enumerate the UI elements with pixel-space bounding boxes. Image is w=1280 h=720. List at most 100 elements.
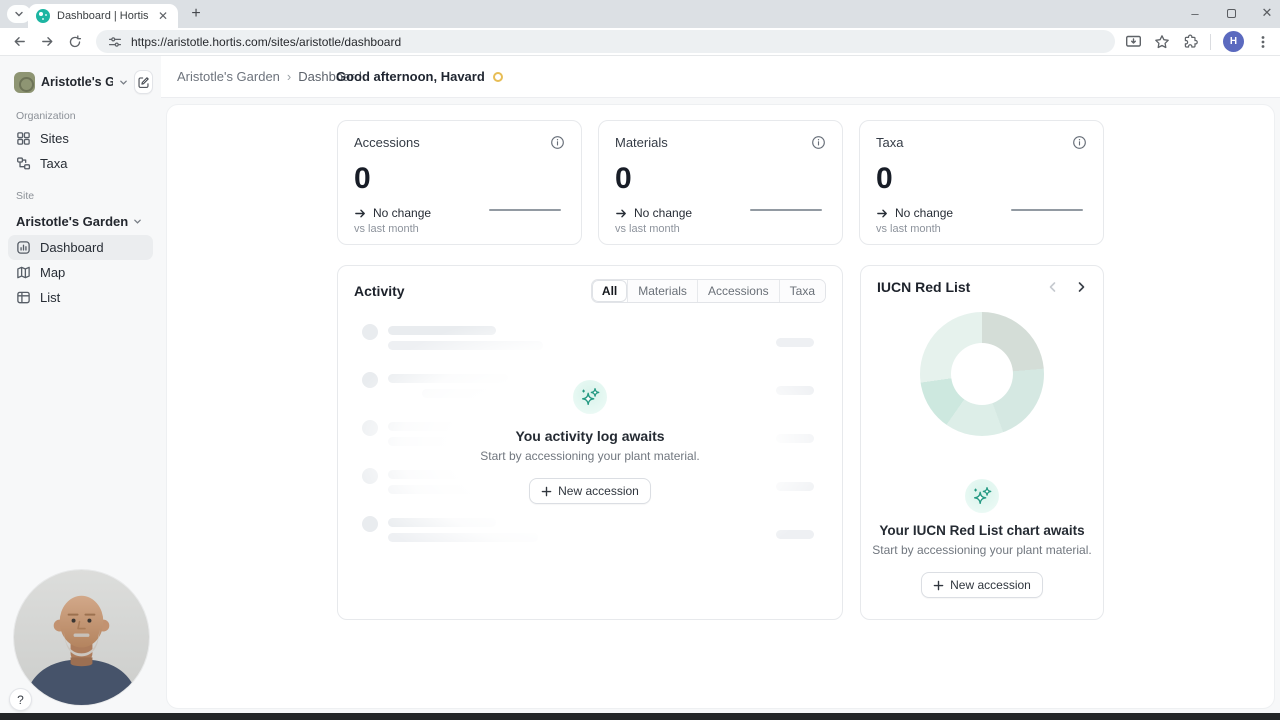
window-minimize-button[interactable]: –: [1191, 5, 1199, 21]
reload-button[interactable]: [64, 31, 86, 53]
activity-empty-title: You activity log awaits: [515, 428, 665, 444]
new-accession-label: New accession: [558, 484, 639, 498]
reload-icon: [69, 34, 82, 47]
filter-taxa[interactable]: Taxa: [778, 280, 825, 302]
sidebar-item-taxa[interactable]: Taxa: [8, 151, 153, 176]
hortis-favicon-icon: [36, 9, 50, 23]
sidebar-item-sites[interactable]: Sites: [8, 126, 153, 151]
iucn-empty-state: Your IUCN Red List chart awaits Start by…: [861, 479, 1103, 598]
stat-card-taxa: Taxa 0 No change vs last month: [859, 120, 1104, 245]
trend-arrow-icon: [616, 209, 626, 217]
chevron-right-icon[interactable]: [1075, 281, 1087, 293]
list-table-icon: [17, 291, 30, 304]
greeting-text: Good afternoon, Havard: [336, 69, 485, 84]
sidebar-item-label: Map: [40, 265, 66, 280]
filter-accessions[interactable]: Accessions: [696, 280, 779, 302]
tab-search-button[interactable]: [7, 5, 31, 23]
site-settings-icon: [108, 36, 122, 47]
stat-card-accessions: Accessions 0 No change vs last month: [337, 120, 582, 245]
sidebar-item-dashboard[interactable]: Dashboard: [8, 235, 153, 260]
new-accession-button[interactable]: New accession: [529, 478, 651, 504]
activity-card: Activity All Materials Accessions Taxa: [337, 265, 843, 620]
sidebar-item-label: Dashboard: [40, 240, 104, 255]
chevron-left-icon[interactable]: [1047, 281, 1059, 293]
window-close-button[interactable]: ✕: [1261, 5, 1273, 20]
chevron-down-icon: [15, 11, 23, 17]
trend-arrow-icon: [355, 209, 365, 217]
maximize-icon: [1226, 8, 1236, 18]
iucn-empty-subtitle: Start by accessioning your plant materia…: [872, 543, 1092, 557]
forward-arrow-icon: [41, 37, 52, 46]
dashboard-chart-icon: [17, 241, 30, 254]
section-label-site: Site: [16, 190, 35, 202]
sidebar-item-label: Sites: [40, 131, 69, 146]
toolbar-actions: H: [1125, 31, 1272, 52]
stat-value: 0: [354, 162, 371, 195]
info-icon[interactable]: [1072, 135, 1087, 150]
new-accession-label: New accession: [950, 578, 1031, 592]
forward-button[interactable]: [36, 31, 58, 53]
new-record-button[interactable]: [134, 70, 153, 94]
extensions-puzzle-icon[interactable]: [1182, 34, 1198, 50]
iucn-title: IUCN Red List: [877, 279, 971, 295]
activity-filter-group: All Materials Accessions Taxa: [590, 279, 826, 303]
activity-title: Activity: [354, 283, 405, 299]
stat-change: No change: [373, 206, 432, 220]
org-switcher[interactable]: Aristotle's Gar...: [0, 68, 161, 96]
new-tab-button[interactable]: +: [191, 5, 201, 22]
sidebar-item-label: Taxa: [40, 156, 68, 171]
browser-profile-avatar[interactable]: H: [1223, 31, 1244, 52]
url-text: https://aristotle.hortis.com/sites/arist…: [131, 34, 402, 49]
hortis-app: Aristotle's Gar... Organization Sites Ta…: [0, 56, 1280, 713]
chevron-down-icon: [120, 80, 128, 85]
site-switcher[interactable]: Aristotle's Garden: [0, 206, 161, 235]
iucn-donut-placeholder: [920, 312, 1044, 436]
install-app-icon[interactable]: [1125, 34, 1142, 50]
taxa-hierarchy-icon: [17, 157, 31, 170]
breadcrumb-page[interactable]: Dashboard: [298, 69, 362, 84]
stat-card-materials: Materials 0 No change vs last month: [598, 120, 843, 245]
toolbar-divider: [1210, 33, 1211, 50]
back-arrow-icon: [14, 37, 25, 46]
user-avatar[interactable]: [14, 570, 149, 705]
back-button[interactable]: [8, 31, 30, 53]
breadcrumb: Aristotle's Garden › Dashboard: [177, 69, 362, 84]
stat-period: vs last month: [354, 223, 419, 235]
user-photo: [14, 570, 149, 705]
activity-empty-state: You activity log awaits Start by accessi…: [338, 380, 842, 504]
address-bar[interactable]: https://aristotle.hortis.com/sites/arist…: [96, 30, 1115, 53]
info-icon[interactable]: [811, 135, 826, 150]
plus-icon: [541, 486, 552, 496]
main-area: Aristotle's Garden › Dashboard Good afte…: [161, 56, 1280, 713]
new-accession-button[interactable]: New accession: [921, 572, 1043, 598]
iucn-nav: [1047, 281, 1087, 293]
iucn-card: IUCN Red List: [860, 265, 1104, 620]
section-label-organization: Organization: [16, 110, 76, 122]
info-icon[interactable]: [550, 135, 565, 150]
sidebar-item-list[interactable]: List: [8, 285, 153, 310]
help-button[interactable]: ?: [9, 688, 32, 711]
sidebar-item-map[interactable]: Map: [8, 260, 153, 285]
greeting: Good afternoon, Havard: [336, 69, 503, 84]
sidebar: Aristotle's Gar... Organization Sites Ta…: [0, 56, 161, 713]
browser-tab[interactable]: Dashboard | Hortis ✕: [28, 4, 178, 28]
window-maximize-button[interactable]: [1224, 6, 1238, 20]
browser-toolbar: https://aristotle.hortis.com/sites/arist…: [0, 28, 1280, 56]
browser-menu-kebab-icon[interactable]: [1256, 34, 1270, 50]
flat-sparkline: [1011, 209, 1083, 211]
window-controls: – ✕: [1188, 0, 1274, 26]
filter-materials[interactable]: Materials: [627, 280, 697, 302]
bookmark-star-icon[interactable]: [1154, 34, 1170, 50]
stat-value: 0: [876, 162, 893, 195]
stat-title: Materials: [615, 135, 668, 150]
stat-period: vs last month: [615, 223, 680, 235]
breadcrumb-separator: ›: [286, 69, 292, 84]
filter-all[interactable]: All: [591, 280, 628, 302]
skeleton-fade-overlay: [338, 306, 842, 619]
plus-icon: [933, 580, 944, 590]
stat-period: vs last month: [876, 223, 941, 235]
chevron-down-icon: [134, 219, 142, 224]
tab-close-icon[interactable]: ✕: [157, 9, 168, 23]
breadcrumb-site[interactable]: Aristotle's Garden: [177, 69, 280, 84]
site-name: Aristotle's Garden: [16, 214, 129, 229]
